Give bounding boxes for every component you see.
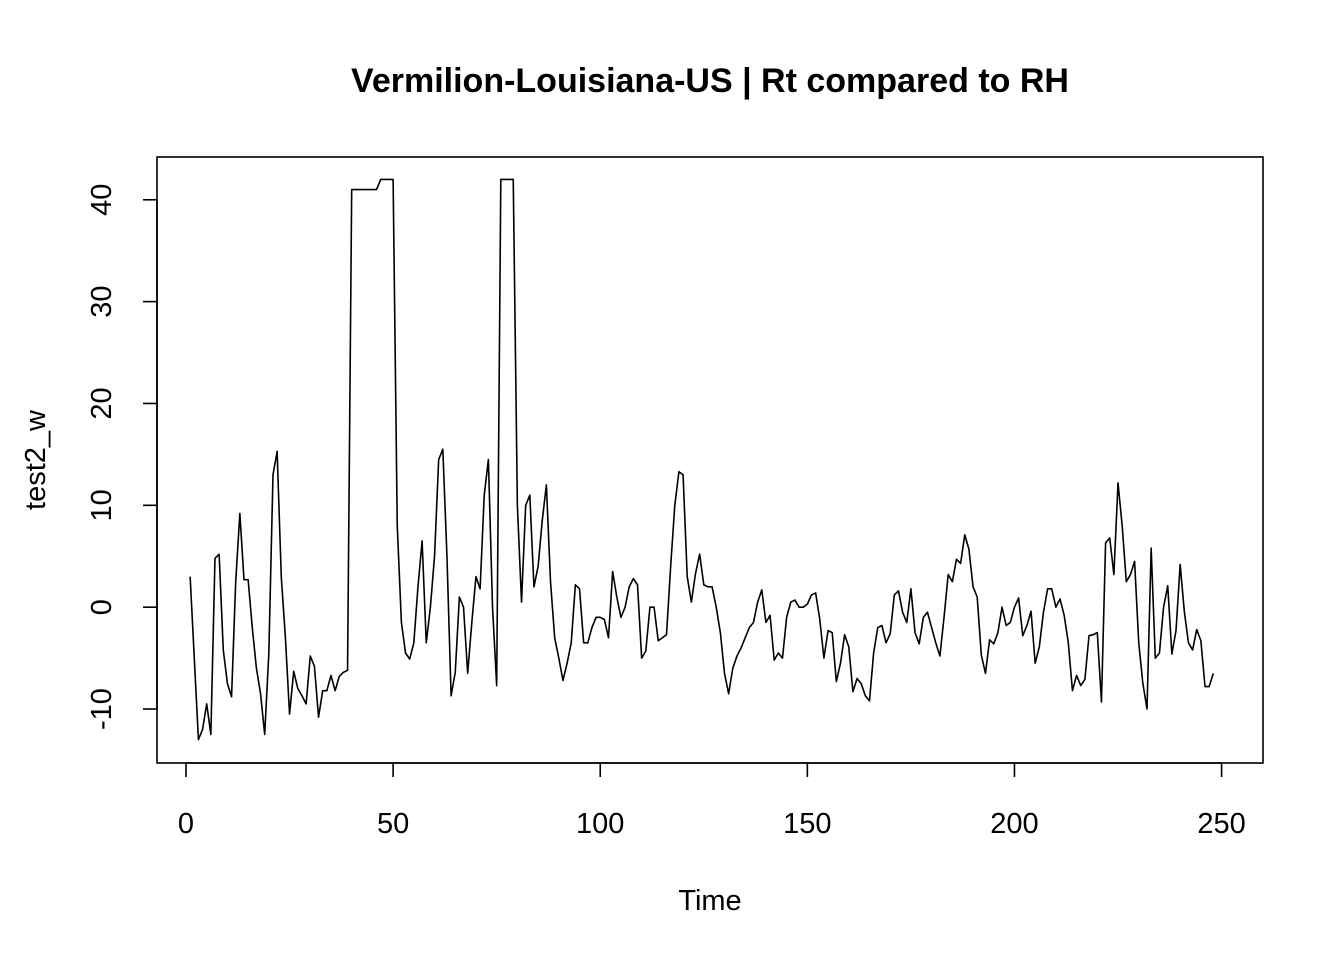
y-tick-label: 20 — [86, 387, 118, 419]
x-axis: 0 50 100 150 200 250 — [178, 762, 1246, 840]
x-axis-label: Time — [678, 885, 741, 917]
series-line — [189, 178, 1215, 741]
x-tick-label: 0 — [178, 808, 194, 840]
x-tick-label: 100 — [576, 808, 624, 840]
y-tick-label: 40 — [86, 184, 118, 216]
y-axis: -10 0 10 20 30 40 — [86, 184, 158, 730]
x-tick-label: 50 — [377, 808, 409, 840]
y-tick-label: 0 — [86, 599, 118, 615]
y-tick-label: 30 — [86, 285, 118, 317]
x-tick-label: 250 — [1197, 808, 1245, 840]
y-axis-label: test2_w — [20, 409, 52, 510]
y-tick-label: -10 — [86, 688, 118, 730]
x-tick-label: 150 — [783, 808, 831, 840]
chart-title: Vermilion-Louisiana-US | Rt compared to … — [351, 62, 1069, 100]
x-tick-label: 200 — [990, 808, 1038, 840]
plot-frame — [156, 156, 1264, 764]
series-points — [189, 178, 1215, 741]
y-tick-label: 10 — [86, 489, 118, 521]
